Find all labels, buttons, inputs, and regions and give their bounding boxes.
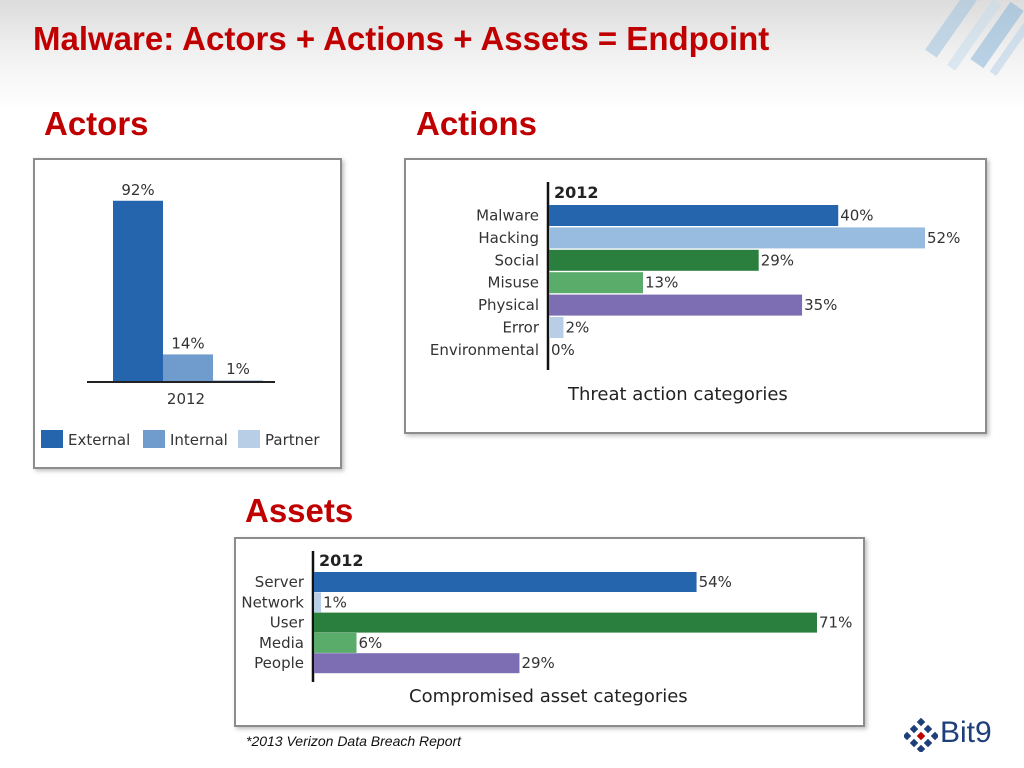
bar-user bbox=[314, 612, 817, 633]
actors-chart: 92% 14% 1% 2012 External Internal Partner bbox=[41, 181, 320, 449]
chart-title: Threat action categories bbox=[567, 384, 788, 405]
chart-header-year: 2012 bbox=[554, 183, 599, 202]
bar-media bbox=[314, 632, 357, 653]
bit9-logo: Bit9 bbox=[904, 714, 1004, 754]
legend-label-external: External bbox=[68, 431, 130, 449]
category-label-environmental: Environmental bbox=[430, 341, 539, 359]
category-label-physical: Physical bbox=[478, 296, 539, 314]
data-label-error: 2% bbox=[565, 319, 589, 337]
bar-server bbox=[314, 572, 697, 592]
data-label-external: 92% bbox=[121, 181, 154, 199]
category-label-media: Media bbox=[259, 634, 304, 652]
category-label-hacking: Hacking bbox=[478, 229, 539, 247]
bar-malware bbox=[549, 205, 839, 226]
data-label-social: 29% bbox=[761, 251, 794, 269]
assets-chart: 2012 Server 54% Network 1% User 71% Media 6% Peop… bbox=[241, 551, 852, 707]
data-label-user: 71% bbox=[819, 614, 852, 632]
legend-label-internal: Internal bbox=[170, 431, 228, 449]
bar-people bbox=[314, 653, 520, 674]
data-label-malware: 40% bbox=[840, 207, 873, 225]
bar-network bbox=[314, 592, 322, 613]
data-label-network: 1% bbox=[323, 593, 347, 611]
footnote: *2013 Verizon Data Breach Report bbox=[246, 733, 462, 749]
category-label-user: User bbox=[270, 614, 305, 632]
actions-chart: 2012 Malware 40% Hacking 52% Social 29% Misuse 1… bbox=[430, 182, 960, 405]
bar-physical bbox=[549, 294, 803, 316]
category-label-misuse: Misuse bbox=[488, 274, 539, 292]
legend-swatch-internal bbox=[143, 430, 165, 448]
actors-heading: Actors bbox=[44, 105, 149, 142]
chart-title: Compromised asset categories bbox=[409, 686, 688, 707]
assets-heading: Assets bbox=[245, 492, 354, 529]
data-label-media: 6% bbox=[359, 634, 383, 652]
category-label-2012: 2012 bbox=[167, 390, 205, 408]
legend-swatch-external bbox=[41, 430, 63, 448]
bar-hacking bbox=[549, 227, 925, 249]
actors-chart-panel: 92% 14% 1% 2012 External Internal Partner bbox=[33, 158, 342, 469]
data-label-hacking: 52% bbox=[927, 229, 960, 247]
legend-label-partner: Partner bbox=[265, 431, 320, 449]
category-label-network: Network bbox=[241, 593, 304, 611]
bit9-logo-text: Bit9 bbox=[940, 716, 992, 749]
bar-internal bbox=[163, 354, 213, 382]
data-label-server: 54% bbox=[699, 573, 732, 591]
assets-chart-panel: 2012 Server 54% Network 1% User 71% Media 6% Peop… bbox=[234, 537, 865, 727]
decorative-corner-graphic bbox=[925, 0, 1024, 76]
data-label-internal: 14% bbox=[171, 334, 204, 352]
actions-chart-panel: 2012 Malware 40% Hacking 52% Social 29% Misuse 1… bbox=[404, 158, 987, 434]
bit9-logo-mark-icon bbox=[904, 718, 938, 752]
data-label-physical: 35% bbox=[804, 296, 837, 314]
bar-error bbox=[549, 317, 564, 338]
category-label-people: People bbox=[254, 654, 304, 672]
actions-heading: Actions bbox=[416, 105, 538, 142]
bar-external bbox=[113, 200, 163, 382]
category-label-error: Error bbox=[502, 319, 539, 337]
data-label-partner: 1% bbox=[226, 360, 250, 378]
category-label-server: Server bbox=[255, 573, 305, 591]
legend-swatch-partner bbox=[238, 430, 260, 448]
bar-social bbox=[549, 249, 759, 271]
category-label-malware: Malware bbox=[476, 207, 539, 225]
data-label-misuse: 13% bbox=[645, 274, 678, 292]
data-label-environmental: 0% bbox=[551, 341, 575, 359]
bar-misuse bbox=[549, 272, 643, 294]
slide-title: Malware: Actors + Actions + Assets = End… bbox=[33, 20, 770, 57]
data-label-people: 29% bbox=[521, 654, 554, 672]
category-label-social: Social bbox=[495, 251, 539, 269]
chart-header-year: 2012 bbox=[319, 551, 364, 570]
